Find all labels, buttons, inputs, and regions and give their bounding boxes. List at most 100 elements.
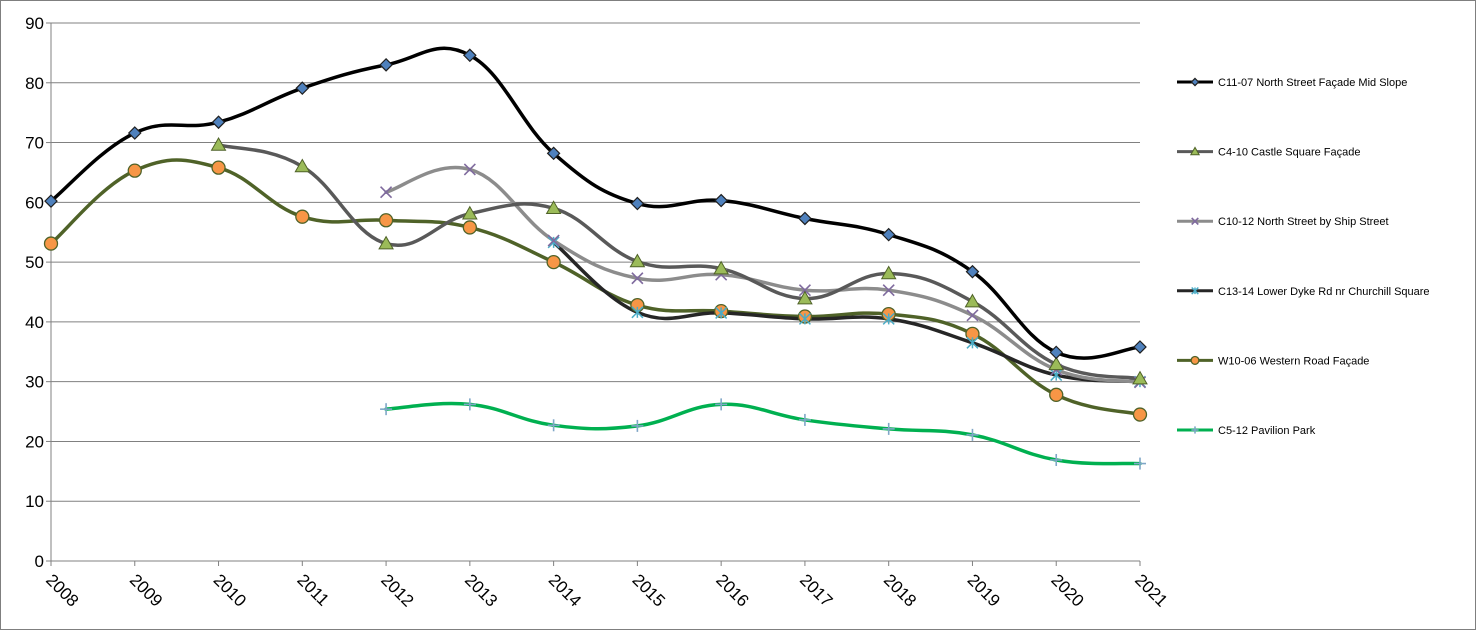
data-point-marker [1049,387,1064,402]
series-line [551,240,1142,384]
series-line [216,143,1142,381]
data-point-marker [211,160,226,175]
data-point-marker [461,205,478,220]
legend-item: C4-10 Castle Square Façade [1177,146,1360,159]
y-tick-label: 60 [25,193,44,212]
data-point-marker [1050,369,1063,382]
data-point-marker [715,398,728,411]
y-tick-labels: 0 10 20 30 40 50 60 70 80 90 [25,14,44,571]
x-tick-label: 2012 [377,570,417,610]
data-point-marker [882,284,895,297]
data-point-marker [1134,457,1146,470]
legend-label: W10-06 Western Road Façade [1218,355,1369,367]
data-point-marker [798,413,811,426]
legend-item: C10-12 North Street by Ship Street [1177,216,1389,228]
legend-swatch-marker [1191,426,1199,434]
data-point-marker [630,196,645,211]
x-tick-label: 2020 [1047,570,1087,610]
y-tick-label: 0 [35,552,44,571]
data-point-marker [1050,453,1063,466]
data-point-marker [211,115,226,130]
legend-label: C13-14 Lower Dyke Rd nr Churchill Square [1218,286,1430,298]
x-tick-label: 2010 [210,570,250,610]
legend-label: C5-12 Pavilion Park [1218,425,1316,437]
legend-swatch-marker [1191,217,1199,226]
data-point-marker [798,211,812,226]
legend-swatch-marker [1190,77,1200,87]
data-point-marker [463,163,476,176]
data-point-marker [210,136,227,151]
data-point-marker [964,293,981,308]
y-tick-label: 80 [25,74,44,93]
data-point-marker [631,272,644,285]
y-tick-label: 50 [25,253,44,272]
series-line [384,401,1142,466]
legend: C11-07 North Street Façade Mid Slope C4-1… [1177,77,1430,437]
legend-label: C10-12 North Street by Ship Street [1218,216,1389,228]
data-point-marker [715,306,728,319]
x-tick-label: 2009 [126,570,166,610]
data-point-marker [380,186,393,199]
x-tick-label: 2019 [964,570,1004,610]
data-point-marker [1133,340,1147,354]
data-point-marker [127,126,142,140]
data-point-marker [966,428,979,441]
data-point-marker [881,227,896,242]
data-point-marker [127,163,142,178]
series-line [384,165,1142,385]
x-tick-label: 2017 [796,570,836,610]
data-point-marker [966,309,979,322]
data-point-marker [295,81,310,96]
data-point-marker [798,312,811,325]
data-point-marker [798,284,811,297]
data-point-marker [545,200,562,215]
data-point-marker [1048,356,1065,371]
data-point-marker [1049,345,1064,360]
data-point-marker [295,209,310,224]
data-point-marker [546,146,561,161]
gridlines [51,22,1140,502]
series-line [49,158,1142,417]
data-point-marker [629,253,646,268]
x-tick-label: 2016 [712,570,752,610]
legend-item: W10-06 Western Road Façade [1177,355,1369,367]
x-tick-label: 2014 [545,570,585,610]
data-point-marker [43,236,59,251]
data-point-marker [294,158,311,173]
data-point-marker [547,236,560,249]
data-point-marker [1132,370,1148,385]
legend-swatch-marker [1191,286,1199,295]
x-tick-label: 2021 [1131,570,1171,610]
data-point-marker [880,265,897,280]
data-point-marker [547,419,560,432]
data-point-marker [546,254,561,270]
data-point-marker [882,422,895,435]
legend-swatch-marker [1190,355,1200,365]
legend-item: C11-07 North Street Façade Mid Slope [1177,77,1407,89]
series-lines [49,46,1142,466]
axes [46,22,1141,566]
data-point-marker [882,312,895,325]
data-point-marker [44,194,58,208]
data-point-marker [966,336,979,349]
data-point-marker [378,213,394,228]
y-tick-label: 10 [25,492,44,511]
y-tick-label: 70 [25,134,44,153]
legend-item: C13-14 Lower Dyke Rd nr Churchill Square [1177,286,1430,298]
legend-label: C11-07 North Street Façade Mid Slope [1218,77,1407,89]
data-point-marker [631,419,644,432]
data-point-marker [713,260,730,275]
x-tick-label: 2008 [42,570,82,610]
data-point-marker [462,48,477,63]
legend-item: C5-12 Pavilion Park [1177,425,1316,437]
data-point-marker [965,264,980,279]
series-markers [43,48,1148,470]
y-tick-label: 30 [25,373,44,392]
data-point-marker [547,234,560,247]
x-tick-label: 2011 [293,570,332,609]
legend-label: C4-10 Castle Square Façade [1218,147,1360,159]
x-tick-label: 2013 [461,570,501,610]
y-tick-label: 40 [25,313,44,332]
